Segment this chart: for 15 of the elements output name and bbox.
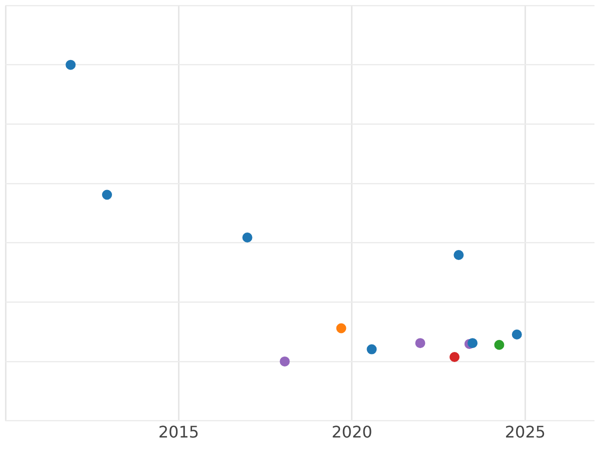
x-tick-label: 2025 [504,422,546,442]
point [450,352,460,362]
point [66,60,76,70]
point [415,338,426,348]
x-tick-label: 2015 [158,422,200,442]
point [102,190,112,200]
point [494,340,504,350]
x-tick-label: 2020 [332,422,372,442]
point [336,323,346,334]
point [468,338,478,348]
point [242,232,252,242]
point [280,356,290,366]
point [512,329,522,340]
point [366,344,377,354]
point [454,250,464,260]
